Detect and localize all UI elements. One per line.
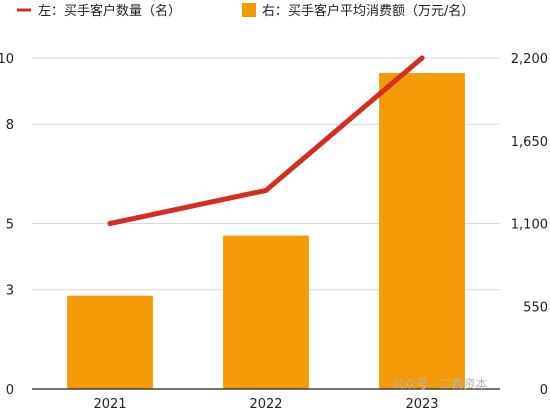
right-tick-label-2: 1,100 (511, 218, 548, 233)
legend-line-label: 左：买手客户数量（名） (38, 3, 181, 19)
line-point-2023 (419, 55, 425, 61)
watermark-text: 公众号 · 二酉资本 (392, 377, 487, 391)
legend: 左：买手客户数量（名） 右：买手客户平均消费额（万元/名） (17, 3, 474, 19)
x-tick-label-2021: 2021 (93, 397, 126, 411)
line-point-2021 (107, 221, 113, 226)
left-axis-ticks: 0 3 5 8 10 (0, 52, 14, 398)
right-tick-label-3: 1,650 (511, 135, 548, 150)
left-tick-label-3: 8 (6, 118, 14, 133)
line-point-2022 (263, 187, 269, 193)
right-axis-ticks: 0 550 1,100 1,650 2,200 (511, 52, 548, 398)
line-series-customers (107, 55, 425, 226)
right-tick-label-1: 550 (523, 300, 548, 315)
x-tick-label-2022: 2022 (249, 397, 282, 411)
bar-2021 (67, 295, 153, 389)
left-tick-label-4: 10 (0, 52, 14, 67)
legend-bar-swatch (242, 3, 256, 17)
bar-2022 (223, 235, 309, 389)
x-axis-ticks: 2021 2022 2023 (93, 397, 438, 411)
left-tick-label-0: 0 (6, 383, 14, 398)
right-tick-label-4: 2,200 (511, 52, 548, 67)
left-tick-label-2: 5 (6, 218, 14, 233)
right-tick-label-0: 0 (540, 383, 548, 398)
x-tick-label-2023: 2023 (405, 397, 438, 411)
bars (67, 73, 465, 389)
legend-bar-label: 右：买手客户平均消费额（万元/名） (262, 3, 474, 19)
line-series (107, 55, 425, 226)
left-tick-label-1: 3 (6, 284, 14, 299)
bar-2023 (379, 73, 465, 389)
